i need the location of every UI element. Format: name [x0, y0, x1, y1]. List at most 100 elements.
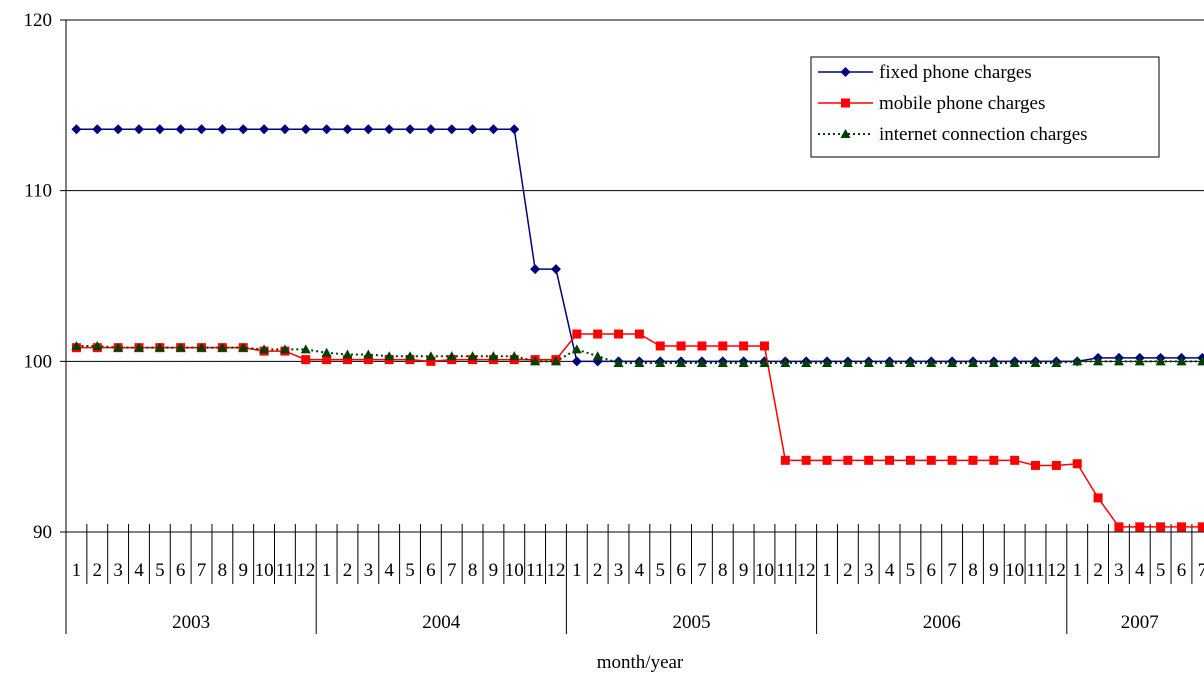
legend-marker [840, 129, 851, 138]
data-point [300, 344, 311, 354]
legend-label: mobile phone charges [879, 93, 1045, 114]
data-point [92, 124, 103, 135]
data-point [780, 455, 790, 465]
x-month-label: 1 [1072, 560, 1082, 581]
data-point [238, 342, 249, 352]
data-point [133, 342, 144, 352]
data-point [718, 341, 728, 351]
data-point [1197, 356, 1204, 366]
data-point [717, 358, 728, 368]
data-point [113, 124, 124, 135]
data-point [113, 342, 124, 352]
data-point [571, 344, 582, 354]
data-point [425, 351, 436, 361]
data-point [92, 340, 103, 350]
data-point [697, 341, 707, 351]
data-point [217, 124, 228, 135]
data-point [967, 358, 978, 368]
data-point [1031, 460, 1041, 470]
data-point [425, 124, 436, 135]
legend-box [810, 56, 1160, 158]
data-point [947, 455, 957, 465]
data-point [1072, 459, 1082, 469]
data-point [217, 342, 228, 352]
data-point [1051, 460, 1061, 470]
x-month-label: 3 [864, 560, 874, 581]
data-point [842, 358, 853, 368]
x-month-label: 4 [134, 560, 144, 581]
data-point [634, 358, 645, 368]
x-month-label: 11 [1026, 560, 1044, 581]
x-month-label: 1 [72, 560, 82, 581]
x-month-label: 4 [1135, 560, 1145, 581]
data-point [592, 351, 603, 361]
data-point [509, 124, 520, 135]
data-point [279, 344, 290, 354]
data-point [885, 455, 895, 465]
data-point [1030, 358, 1041, 368]
x-month-label: 6 [176, 560, 186, 581]
data-point [1156, 522, 1166, 532]
x-month-label: 5 [155, 560, 165, 581]
data-point [467, 351, 478, 361]
data-point [154, 342, 165, 352]
y-axis-ticks: 90 100 110 120 [24, 10, 66, 543]
data-point [759, 341, 769, 351]
y-tick-label: 120 [24, 10, 53, 31]
data-point [676, 341, 686, 351]
series-line [76, 128, 1203, 363]
data-point [530, 356, 541, 366]
data-point [801, 358, 812, 368]
data-point [801, 455, 811, 465]
data-point [426, 356, 436, 366]
data-point [342, 355, 352, 365]
data-point [1072, 356, 1083, 366]
data-point [363, 355, 373, 365]
x-month-label: 3 [614, 560, 624, 581]
data-point [550, 264, 561, 275]
x-month-label: 6 [1177, 560, 1187, 581]
x-month-label: 12 [546, 560, 565, 581]
x-year-label: 2006 [923, 612, 961, 633]
data-point [926, 358, 937, 368]
series-layer [71, 124, 1204, 532]
legend: fixed phone charges mobile phone charges i… [810, 56, 1160, 158]
data-point [1010, 455, 1020, 465]
x-month-label: 8 [968, 560, 978, 581]
data-point [926, 455, 936, 465]
data-point [822, 358, 833, 368]
x-month-label: 2 [1093, 560, 1103, 581]
x-month-label: 5 [405, 560, 415, 581]
data-point [446, 351, 457, 361]
data-point [863, 358, 874, 368]
x-month-label: 2 [93, 560, 103, 581]
x-month-label: 11 [776, 560, 794, 581]
x-month-label: 12 [797, 560, 816, 581]
data-point [759, 358, 770, 368]
x-month-label: 8 [468, 560, 478, 581]
data-point [405, 351, 416, 361]
x-month-label: 4 [635, 560, 645, 581]
data-point [71, 124, 82, 135]
data-point [572, 329, 582, 339]
data-point [279, 124, 290, 135]
data-point [509, 351, 520, 361]
x-month-label: 3 [113, 560, 123, 581]
data-point [363, 124, 374, 135]
data-point [780, 358, 791, 368]
data-point [1051, 358, 1062, 368]
data-point [989, 455, 999, 465]
x-month-label: 3 [1114, 560, 1124, 581]
x-year-label: 2005 [673, 612, 711, 633]
x-month-label: 10 [255, 560, 274, 581]
legend-label: internet connection charges [879, 124, 1088, 145]
data-point [384, 351, 395, 361]
data-point [1113, 356, 1124, 366]
series-internet-connection-charges [71, 340, 1204, 368]
data-point [822, 455, 832, 465]
data-point [1155, 356, 1166, 366]
x-month-label: 4 [885, 560, 895, 581]
data-point [322, 355, 332, 365]
data-point [238, 124, 249, 135]
data-point [363, 349, 374, 359]
